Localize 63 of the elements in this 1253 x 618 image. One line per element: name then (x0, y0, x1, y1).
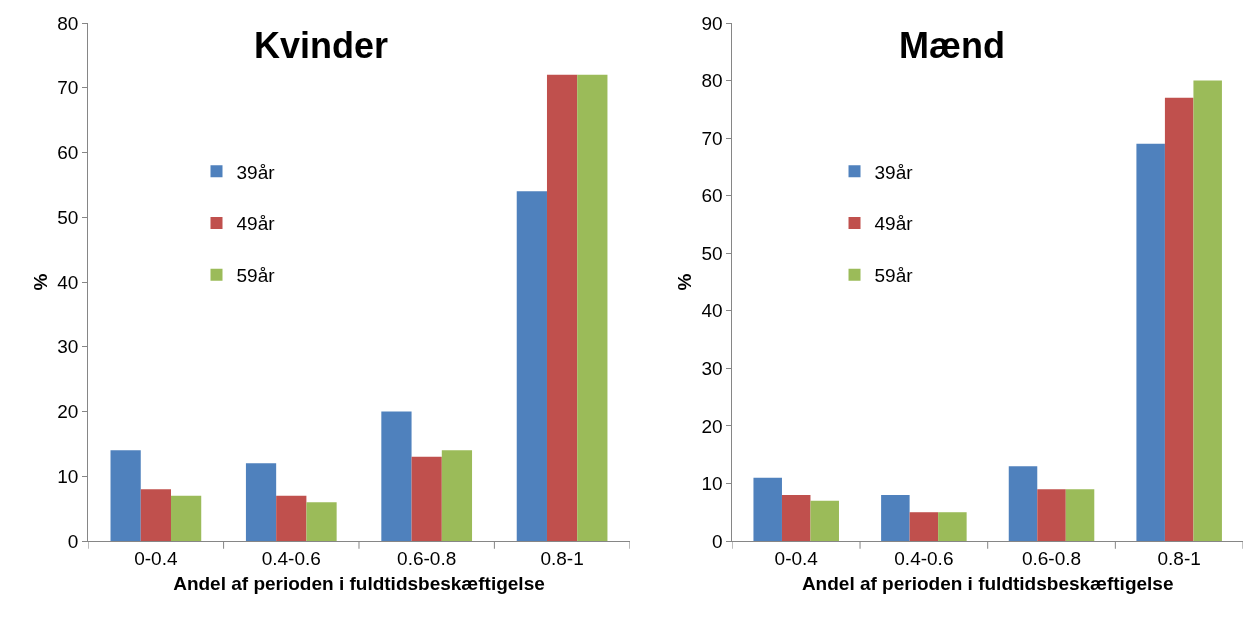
x-axis-title: Andel af perioden i fuldtidsbeskæftigelse (801, 572, 1174, 594)
legend-label: 39år (874, 161, 914, 183)
y-tick-label: 90 (701, 12, 723, 34)
bar (546, 74, 578, 541)
legend-label: 49år (236, 213, 276, 235)
bar (306, 502, 337, 541)
y-tick-label: 50 (57, 206, 79, 228)
y-tick-label: 10 (701, 473, 723, 495)
y-tick-label: 60 (57, 142, 79, 164)
bar (441, 450, 473, 541)
bar (781, 494, 811, 541)
bar (881, 494, 910, 541)
y-tick-label: 20 (57, 401, 79, 423)
legend-label: 49år (874, 213, 914, 235)
bar (909, 512, 939, 541)
y-tick-label: 40 (701, 300, 723, 322)
bar (381, 411, 412, 541)
bar (245, 463, 277, 541)
bar (516, 191, 547, 541)
bar (171, 495, 202, 541)
chart-title: Mænd (899, 25, 1005, 66)
y-tick-label: 20 (701, 415, 723, 437)
y-tick-label: 40 (57, 271, 79, 293)
legend-label: 59år (874, 265, 914, 287)
y-tick-label: 0 (712, 530, 723, 552)
x-tick-label: 0.4-0.6 (894, 547, 954, 569)
x-axis-title: Andel af perioden i fuldtidsbeskæftigelse (173, 572, 545, 594)
bar (140, 489, 171, 541)
y-tick-label: 30 (701, 357, 723, 379)
y-tick-label: 70 (701, 127, 723, 149)
x-tick-label: 0.4-0.6 (261, 547, 321, 569)
y-tick-label: 80 (57, 12, 79, 34)
x-tick-label: 0.6-0.8 (1021, 547, 1082, 569)
bar (938, 512, 967, 541)
y-tick-label: 50 (701, 242, 723, 264)
x-tick-label: 0-0.4 (774, 547, 819, 569)
bar (1164, 97, 1194, 541)
legend-label: 39år (236, 161, 276, 183)
bar (810, 500, 839, 541)
y-axis-title: % (674, 273, 696, 291)
y-axis-title: % (30, 273, 52, 291)
x-tick-label: 0-0.4 (134, 547, 178, 569)
bar (276, 495, 307, 541)
bar (1065, 489, 1095, 541)
chart-title: Kvinder (254, 25, 389, 66)
bar (110, 450, 141, 541)
x-tick-label: 0.6-0.8 (397, 547, 457, 569)
y-tick-label: 80 (701, 70, 723, 92)
bar (411, 456, 442, 541)
y-tick-label: 70 (57, 77, 79, 99)
bar (1008, 466, 1038, 541)
x-tick-label: 0.8-1 (1157, 547, 1201, 569)
bar (1193, 80, 1222, 541)
y-tick-label: 10 (57, 465, 79, 487)
x-tick-label: 0.8-1 (540, 547, 584, 569)
bar (753, 477, 782, 541)
legend-label: 59år (236, 265, 276, 287)
bar (1037, 489, 1066, 541)
bar (577, 74, 608, 541)
bar (1136, 143, 1165, 541)
y-tick-label: 60 (701, 185, 723, 207)
y-tick-label: 0 (67, 530, 79, 552)
y-tick-label: 30 (57, 336, 79, 358)
